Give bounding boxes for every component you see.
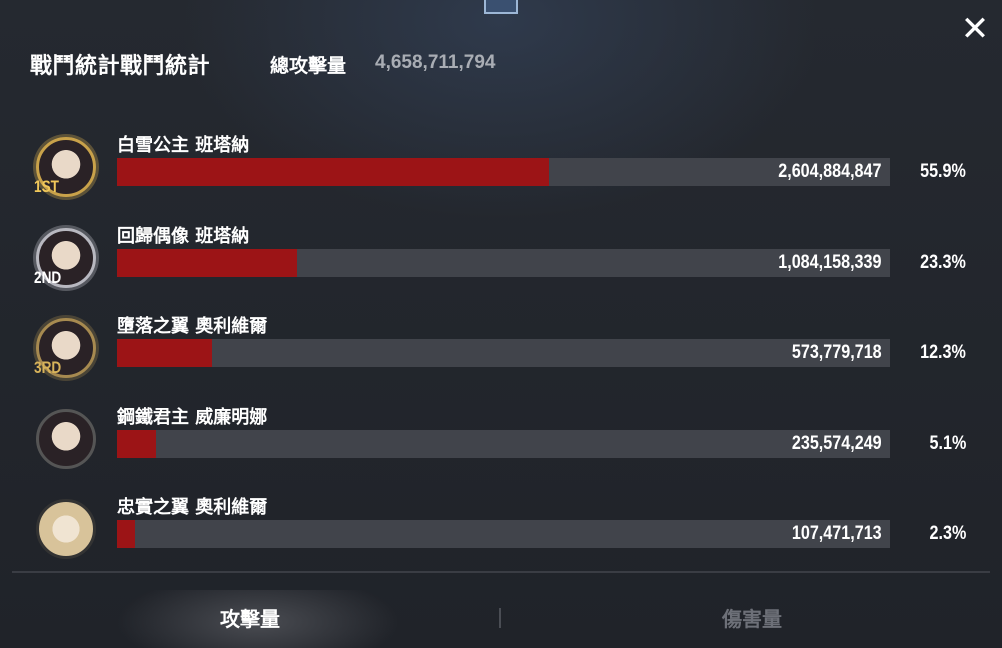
- attack-value: 2,604,884,847: [778, 161, 882, 182]
- list-item: 鋼鐵君主 威廉明娜 235,574,249 5.1%: [0, 407, 1002, 507]
- list-item: 忠實之翼 奧利維爾 107,471,713 2.3%: [0, 497, 1002, 597]
- progress-bar: 235,574,249: [117, 430, 890, 458]
- divider: [12, 571, 990, 573]
- attack-percent: 55.9%: [920, 161, 966, 182]
- close-button[interactable]: ✕: [958, 12, 992, 46]
- character-name: 忠實之翼 奧利維爾: [117, 497, 268, 518]
- progress-fill: [117, 158, 550, 186]
- progress-bar: 2,604,884,847: [117, 158, 890, 186]
- list-item: 1ST 白雪公主 班塔納 2,604,884,847 55.9%: [0, 135, 1002, 235]
- character-name: 墮落之翼 奧利維爾: [117, 316, 268, 337]
- rank-badge: 2ND: [34, 268, 62, 287]
- character-name: 鋼鐵君主 威廉明娜: [117, 407, 268, 428]
- avatar: [36, 228, 96, 288]
- character-name: 回歸偶像 班塔納: [117, 226, 250, 247]
- progress-bar: 1,084,158,339: [117, 249, 890, 277]
- rank-badge: 1ST: [34, 177, 59, 196]
- avatar: [36, 318, 96, 378]
- progress-bar: 107,471,713: [117, 520, 890, 548]
- close-icon: ✕: [960, 9, 990, 49]
- attack-percent: 5.1%: [929, 433, 966, 454]
- total-value: 4,658,711,794: [375, 52, 496, 73]
- attack-value: 107,471,713: [792, 523, 882, 544]
- attack-percent: 2.3%: [929, 523, 966, 544]
- character-name: 白雪公主 班塔納: [117, 135, 250, 156]
- attack-value: 1,084,158,339: [778, 252, 882, 273]
- progress-fill: [117, 339, 213, 367]
- attack-percent: 12.3%: [920, 342, 966, 363]
- menu-emblem-icon: [484, 0, 518, 14]
- page-title: 戰鬥統計戰鬥統計: [30, 54, 211, 79]
- tab-separator: [499, 608, 501, 628]
- progress-fill: [117, 249, 298, 277]
- progress-fill: [117, 430, 157, 458]
- attack-percent: 23.3%: [920, 252, 966, 273]
- attack-value: 573,779,718: [792, 342, 882, 363]
- avatar: [36, 499, 96, 559]
- attack-value: 235,574,249: [792, 433, 882, 454]
- list-item: 3RD 墮落之翼 奧利維爾 573,779,718 12.3%: [0, 316, 1002, 416]
- progress-bar: 573,779,718: [117, 339, 890, 367]
- list-item: 2ND 回歸偶像 班塔納 1,084,158,339 23.3%: [0, 226, 1002, 326]
- tab-damage[interactable]: 傷害量: [722, 607, 782, 631]
- total-label: 總攻擊量: [270, 55, 347, 77]
- progress-fill: [117, 520, 135, 548]
- avatar: [36, 409, 96, 469]
- rank-badge: 3RD: [34, 358, 62, 377]
- avatar: [36, 137, 96, 197]
- tab-bar: 攻擊量 傷害量: [0, 590, 1002, 648]
- tab-attack[interactable]: 攻擊量: [0, 590, 500, 648]
